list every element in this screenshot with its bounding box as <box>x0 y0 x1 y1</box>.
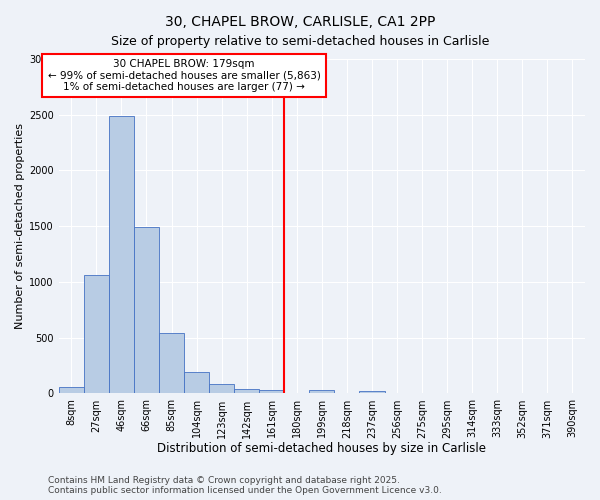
Bar <box>159 334 184 394</box>
Bar <box>259 390 284 394</box>
Text: 30 CHAPEL BROW: 179sqm
← 99% of semi-detached houses are smaller (5,863)
1% of s: 30 CHAPEL BROW: 179sqm ← 99% of semi-det… <box>47 59 320 92</box>
X-axis label: Distribution of semi-detached houses by size in Carlisle: Distribution of semi-detached houses by … <box>157 442 487 455</box>
Y-axis label: Number of semi-detached properties: Number of semi-detached properties <box>15 123 25 329</box>
Bar <box>184 372 209 394</box>
Bar <box>310 390 334 394</box>
Text: 30, CHAPEL BROW, CARLISLE, CA1 2PP: 30, CHAPEL BROW, CARLISLE, CA1 2PP <box>165 15 435 29</box>
Bar <box>59 387 84 394</box>
Bar <box>134 228 159 394</box>
Text: Contains HM Land Registry data © Crown copyright and database right 2025.
Contai: Contains HM Land Registry data © Crown c… <box>48 476 442 495</box>
Text: Size of property relative to semi-detached houses in Carlisle: Size of property relative to semi-detach… <box>111 35 489 48</box>
Bar <box>84 276 109 394</box>
Bar <box>209 384 234 394</box>
Bar <box>109 116 134 394</box>
Bar <box>234 389 259 394</box>
Bar <box>359 390 385 394</box>
